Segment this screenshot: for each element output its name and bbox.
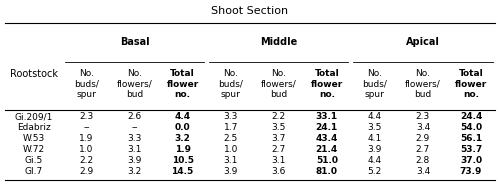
Text: Middle: Middle (260, 37, 298, 47)
Text: W.72: W.72 (22, 145, 45, 154)
Text: 2.8: 2.8 (416, 156, 430, 165)
Text: 2.2: 2.2 (80, 156, 94, 165)
Text: 3.4: 3.4 (416, 123, 430, 132)
Text: 2.7: 2.7 (272, 145, 286, 154)
Text: 3.3: 3.3 (128, 134, 142, 143)
Text: Gl.7: Gl.7 (24, 167, 43, 176)
Text: 81.0: 81.0 (316, 167, 338, 176)
Text: 3.6: 3.6 (272, 167, 286, 176)
Text: 2.6: 2.6 (128, 112, 141, 121)
Text: Rootstock: Rootstock (10, 69, 58, 79)
Text: No.
flowers/
bud: No. flowers/ bud (116, 69, 152, 99)
Text: 1.0: 1.0 (224, 145, 238, 154)
Text: 3.7: 3.7 (272, 134, 286, 143)
Text: 14.5: 14.5 (172, 167, 194, 176)
Text: 10.5: 10.5 (172, 156, 194, 165)
Text: 3.9: 3.9 (368, 145, 382, 154)
Text: 2.3: 2.3 (416, 112, 430, 121)
Text: Total
flower
no.: Total flower no. (455, 69, 487, 99)
Text: 21.4: 21.4 (316, 145, 338, 154)
Text: Total
flower
no.: Total flower no. (310, 69, 343, 99)
Text: No.
buds/
spur: No. buds/ spur (362, 69, 388, 99)
Text: Gi.5: Gi.5 (24, 156, 43, 165)
Text: 4.1: 4.1 (368, 134, 382, 143)
Text: No.
buds/
spur: No. buds/ spur (74, 69, 99, 99)
Text: 5.2: 5.2 (368, 167, 382, 176)
Text: 3.9: 3.9 (128, 156, 142, 165)
Text: W.53: W.53 (22, 134, 45, 143)
Text: 56.1: 56.1 (460, 134, 482, 143)
Text: --: -- (132, 123, 138, 132)
Text: 3.1: 3.1 (128, 145, 142, 154)
Text: 2.5: 2.5 (224, 134, 238, 143)
Text: 3.3: 3.3 (224, 112, 238, 121)
Text: Shoot Section: Shoot Section (212, 6, 288, 16)
Text: 3.2: 3.2 (174, 134, 190, 143)
Text: 3.1: 3.1 (272, 156, 286, 165)
Text: 0.0: 0.0 (175, 123, 190, 132)
Text: 51.0: 51.0 (316, 156, 338, 165)
Text: 3.2: 3.2 (128, 167, 141, 176)
Text: No.
flowers/
bud: No. flowers/ bud (405, 69, 441, 99)
Text: 54.0: 54.0 (460, 123, 482, 132)
Text: 3.5: 3.5 (272, 123, 286, 132)
Text: Apical: Apical (406, 37, 440, 47)
Text: 43.4: 43.4 (316, 134, 338, 143)
Text: 4.4: 4.4 (368, 156, 382, 165)
Text: 2.9: 2.9 (416, 134, 430, 143)
Text: 1.0: 1.0 (80, 145, 94, 154)
Text: Basal: Basal (120, 37, 150, 47)
Text: 2.2: 2.2 (272, 112, 286, 121)
Text: 53.7: 53.7 (460, 145, 482, 154)
Text: Edabriz: Edabriz (17, 123, 50, 132)
Text: 1.7: 1.7 (224, 123, 238, 132)
Text: 4.4: 4.4 (368, 112, 382, 121)
Text: 24.1: 24.1 (316, 123, 338, 132)
Text: Total
flower
no.: Total flower no. (166, 69, 199, 99)
Text: 2.7: 2.7 (416, 145, 430, 154)
Text: 33.1: 33.1 (316, 112, 338, 121)
Text: 3.1: 3.1 (224, 156, 238, 165)
Text: 3.9: 3.9 (224, 167, 238, 176)
Text: --: -- (84, 123, 90, 132)
Text: 24.4: 24.4 (460, 112, 482, 121)
Text: 2.9: 2.9 (80, 167, 94, 176)
Text: 4.4: 4.4 (174, 112, 190, 121)
Text: 1.9: 1.9 (80, 134, 94, 143)
Text: 2.3: 2.3 (80, 112, 94, 121)
Text: 37.0: 37.0 (460, 156, 482, 165)
Text: No.
buds/
spur: No. buds/ spur (218, 69, 243, 99)
Text: 3.5: 3.5 (368, 123, 382, 132)
Text: 3.4: 3.4 (416, 167, 430, 176)
Text: 73.9: 73.9 (460, 167, 482, 176)
Text: Gi.209/1: Gi.209/1 (14, 112, 53, 121)
Text: 1.9: 1.9 (174, 145, 190, 154)
Text: No.
flowers/
bud: No. flowers/ bud (261, 69, 296, 99)
